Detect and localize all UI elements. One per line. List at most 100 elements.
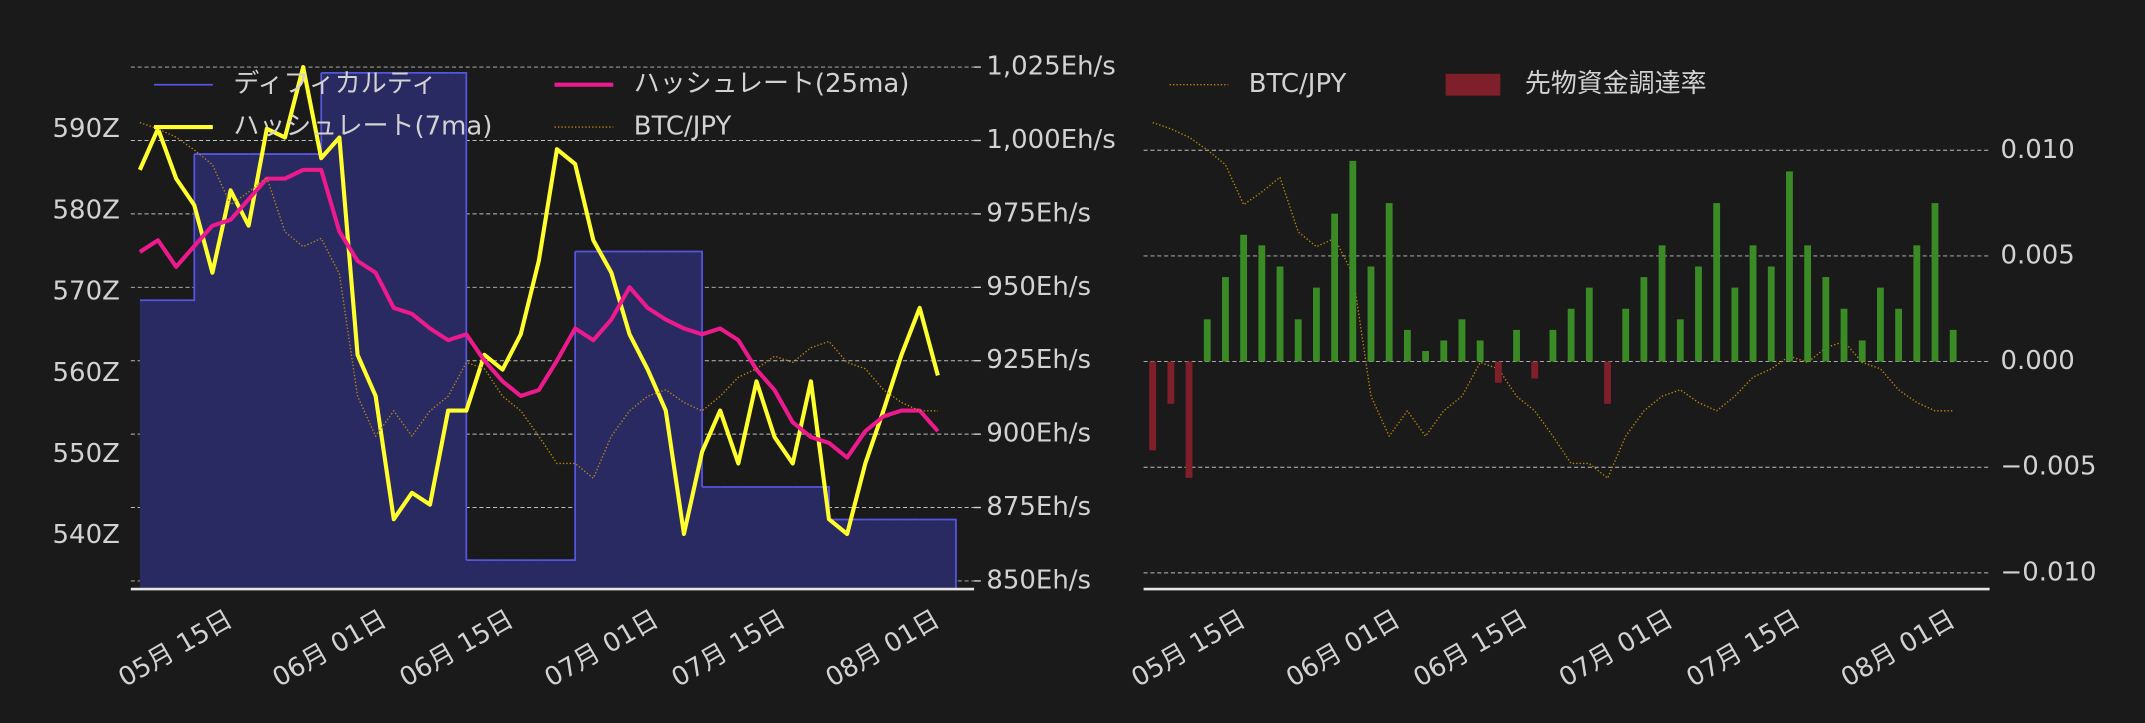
funding-bar [1713,203,1721,362]
difficulty-area [303,154,322,588]
difficulty-area [321,72,340,588]
y-tick-label: 0.000 [2001,346,2075,376]
y-tick-label: 580Z [53,195,120,225]
funding-bar [1695,266,1702,362]
legend-label: BTC/JPY [1249,69,1347,99]
difficulty-area [829,519,848,588]
y-tick-label: 570Z [53,277,120,307]
funding-bar [1622,308,1630,362]
difficulty-area [683,251,703,588]
funding-bar [1876,287,1884,362]
y-tick-label: −0.005 [2001,452,2097,482]
funding-bar [1312,287,1320,362]
difficulty-step [683,250,703,488]
y2-tick-label: 875Eh/s [986,492,1091,522]
legend-label: ハッシュレート(7ma) [233,112,492,142]
legend-swatch [1445,73,1501,96]
difficulty-area [883,519,902,588]
y-tick-label: 550Z [53,439,120,469]
difficulty-area [738,487,757,588]
funding-bar [1458,319,1466,362]
difficulty-area [702,487,721,588]
funding-bar [1494,361,1502,383]
funding-bar [1294,319,1302,362]
funding-bar [1531,361,1539,379]
difficulty-area [774,487,794,588]
legend-label: 先物資金調達率 [1525,69,1707,99]
funding-bar [1840,308,1848,362]
y-tick-label: 590Z [53,114,120,144]
funding-bar [1731,287,1739,362]
difficulty-area [847,519,866,588]
difficulty-area [230,154,250,588]
funding-bar [1549,329,1557,362]
funding-bar [1185,361,1193,478]
difficulty-area [901,519,921,588]
difficulty-area [212,154,231,588]
legend-label: BTC/JPY [634,112,732,142]
funding-bar [1276,266,1284,362]
funding-bar [1331,213,1339,362]
difficulty-area [484,560,503,588]
y-tick-label: 560Z [53,358,120,388]
funding-bar [1222,277,1229,362]
funding-bar [1640,277,1648,362]
y2-tick-label: 975Eh/s [986,198,1091,228]
funding-bar [1913,245,1921,362]
funding-bar [1858,340,1866,362]
y2-tick-label: 900Eh/s [986,419,1091,449]
difficulty-area [266,154,286,588]
difficulty-step [448,71,468,561]
difficulty-area [375,72,395,588]
funding-bar [1895,308,1903,362]
difficulty-area [284,154,304,588]
difficulty-area [593,251,612,588]
funding-bar [1258,245,1266,362]
difficulty-area [393,72,413,588]
difficulty-area [647,251,667,588]
funding-bar [1604,361,1611,404]
difficulty-area [139,300,159,588]
difficulty-step [937,518,957,588]
funding-bar [1349,160,1357,362]
difficulty-area [810,487,830,588]
funding-bar [1385,203,1393,362]
y-tick-label: 0.005 [2001,240,2075,270]
difficulty-area [556,560,576,588]
difficulty-area [611,251,630,588]
funding-bar [1240,234,1248,362]
difficulty-area [520,560,540,588]
funding-bar [1203,319,1211,362]
difficulty-area [502,560,522,588]
difficulty-area [448,72,467,588]
difficulty-area [865,519,884,588]
difficulty-area [538,560,558,588]
funding-bar [1786,171,1793,362]
funding-bar [1403,329,1411,362]
difficulty-area [176,300,195,588]
y2-tick-label: 925Eh/s [986,345,1091,375]
y-tick-label: 540Z [53,520,120,550]
funding-bar [1767,266,1775,362]
funding-bar [1167,361,1175,404]
y2-tick-label: 1,025Eh/s [986,52,1115,82]
difficulty-step [556,251,577,561]
y2-tick-label: 850Eh/s [986,565,1091,595]
funding-bar [1949,329,1957,362]
funding-bar [1822,277,1830,362]
funding-bar [1367,266,1375,362]
difficulty-area [158,300,177,588]
funding-bar [1749,245,1757,362]
difficulty-area [937,519,957,588]
hashrate-line [138,167,940,460]
y2-tick-label: 1,000Eh/s [986,125,1115,155]
funding-bar [1804,245,1812,362]
difficulty-area [919,519,939,588]
funding-bar [1567,308,1575,362]
hashrate-line [137,65,940,537]
legend-label: ディフィカルティ [233,69,437,99]
funding-bar [1422,351,1429,362]
funding-bar [1513,329,1520,362]
funding-bar [1676,319,1684,362]
